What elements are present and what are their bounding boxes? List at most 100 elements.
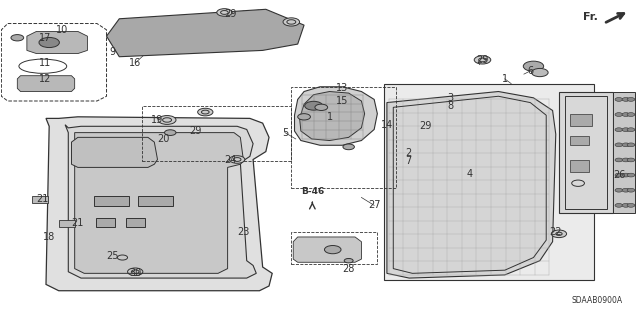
Circle shape (551, 230, 566, 238)
Polygon shape (27, 32, 88, 54)
Text: 24: 24 (225, 154, 237, 165)
Polygon shape (106, 9, 304, 57)
Circle shape (532, 69, 548, 77)
Circle shape (11, 34, 24, 41)
Circle shape (343, 144, 355, 150)
Text: 8: 8 (447, 101, 454, 111)
Bar (570, 136, 589, 145)
Bar (32, 196, 48, 203)
Circle shape (622, 128, 630, 131)
Circle shape (283, 18, 300, 26)
Text: 30: 30 (129, 268, 141, 278)
Circle shape (615, 158, 623, 162)
Text: 20: 20 (157, 134, 170, 144)
Circle shape (615, 143, 623, 147)
Text: 18: 18 (43, 232, 55, 242)
Text: 13: 13 (336, 83, 348, 93)
Text: 6: 6 (527, 66, 533, 76)
Text: 14: 14 (381, 120, 393, 130)
Text: 29: 29 (225, 9, 237, 19)
Text: 17: 17 (38, 33, 51, 43)
Circle shape (615, 204, 623, 207)
Bar (125, 218, 145, 227)
Circle shape (474, 56, 491, 64)
Circle shape (615, 113, 623, 116)
Polygon shape (387, 92, 556, 278)
Circle shape (622, 113, 630, 116)
Circle shape (622, 173, 630, 177)
Text: 1: 1 (326, 112, 333, 122)
Circle shape (627, 158, 635, 162)
Polygon shape (300, 92, 365, 141)
Circle shape (164, 130, 176, 136)
Circle shape (627, 204, 635, 207)
Text: SDAAB0900A: SDAAB0900A (572, 296, 623, 305)
Text: 29: 29 (189, 126, 202, 136)
Polygon shape (294, 87, 378, 145)
Text: 2: 2 (405, 148, 411, 158)
Polygon shape (65, 125, 256, 278)
Circle shape (344, 258, 353, 263)
Circle shape (230, 156, 245, 163)
Bar (291, 232, 378, 264)
Polygon shape (75, 133, 244, 273)
Bar (384, 84, 594, 280)
Text: 3: 3 (447, 93, 454, 103)
Text: 12: 12 (38, 74, 51, 84)
Bar (559, 92, 613, 213)
Circle shape (627, 98, 635, 101)
Text: 25: 25 (107, 251, 119, 261)
Circle shape (298, 114, 310, 120)
Bar (570, 160, 589, 172)
Circle shape (217, 9, 232, 16)
Polygon shape (72, 137, 157, 167)
Bar (141, 106, 291, 161)
Circle shape (324, 246, 341, 254)
Circle shape (615, 188, 623, 192)
Text: Fr.: Fr. (584, 12, 598, 22)
Bar (96, 218, 115, 227)
Circle shape (627, 188, 635, 192)
Circle shape (622, 204, 630, 207)
Circle shape (39, 37, 60, 48)
Circle shape (305, 101, 323, 110)
Circle shape (615, 173, 623, 177)
Circle shape (627, 113, 635, 116)
Text: 22: 22 (550, 227, 562, 237)
Circle shape (627, 173, 635, 177)
Text: 5: 5 (282, 128, 288, 137)
Text: 1: 1 (502, 74, 508, 84)
Text: 15: 15 (336, 96, 349, 106)
Polygon shape (293, 237, 362, 262)
Circle shape (627, 128, 635, 131)
Text: B-46: B-46 (301, 187, 324, 196)
Text: 27: 27 (368, 200, 380, 210)
Circle shape (158, 115, 176, 124)
Circle shape (615, 98, 623, 101)
Circle shape (622, 98, 630, 101)
Text: 21: 21 (36, 194, 49, 204)
Circle shape (627, 143, 635, 147)
Bar (59, 219, 75, 226)
Text: 28: 28 (342, 263, 355, 274)
Polygon shape (46, 117, 272, 291)
Text: 21: 21 (72, 218, 84, 228)
Text: 11: 11 (38, 58, 51, 68)
Polygon shape (17, 76, 75, 92)
Text: 10: 10 (56, 25, 68, 35)
Circle shape (622, 188, 630, 192)
Text: 19: 19 (152, 115, 164, 125)
Text: 29: 29 (419, 121, 431, 131)
Circle shape (315, 104, 328, 110)
Bar (138, 196, 173, 206)
Bar (565, 96, 607, 209)
Circle shape (615, 128, 623, 131)
Bar (94, 196, 129, 206)
Text: 16: 16 (129, 58, 141, 68)
Circle shape (622, 158, 630, 162)
Text: 7: 7 (405, 156, 411, 166)
Text: 26: 26 (613, 170, 626, 180)
Text: 23: 23 (237, 227, 250, 237)
Circle shape (524, 61, 543, 71)
Text: 9: 9 (110, 47, 116, 57)
